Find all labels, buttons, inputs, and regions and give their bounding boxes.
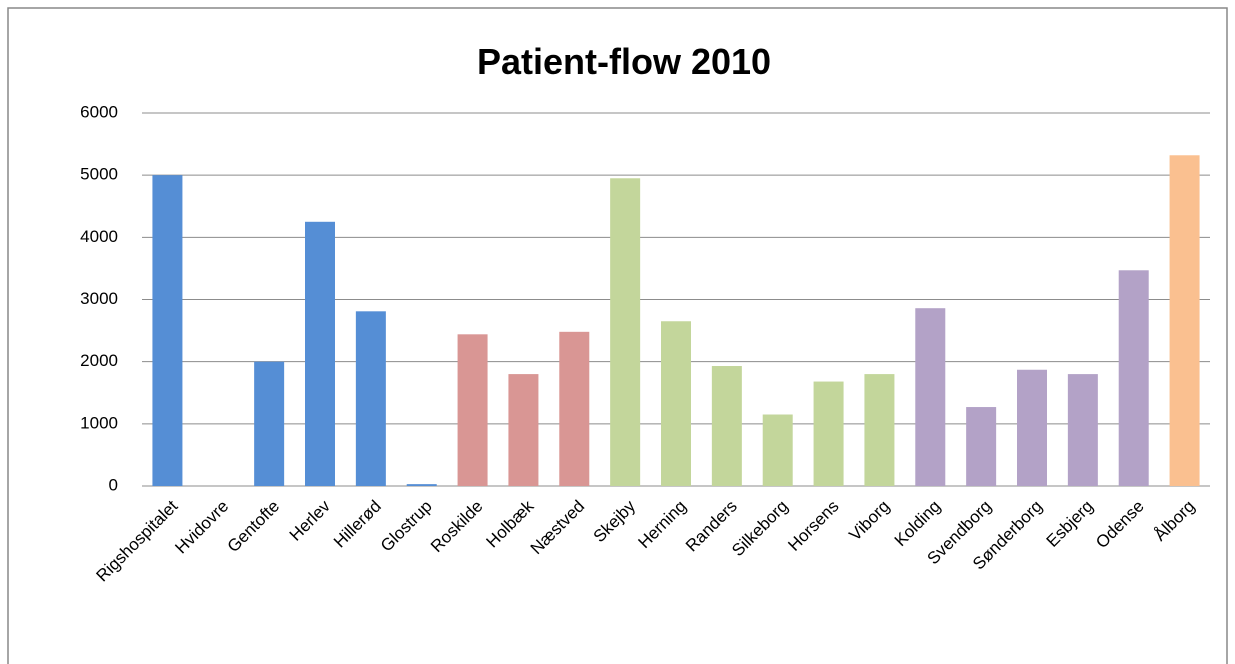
chart-title: Patient-flow 2010 xyxy=(477,41,771,82)
x-tick-label: Hvidovre xyxy=(171,497,232,558)
x-tick-label: Glostrup xyxy=(377,497,436,556)
chart-border xyxy=(7,7,1228,664)
y-tick-label: 4000 xyxy=(80,227,118,246)
bar xyxy=(915,308,946,486)
bar xyxy=(254,361,285,486)
x-tick-label: Viborg xyxy=(845,497,893,545)
bar xyxy=(559,331,590,486)
bar xyxy=(864,374,895,486)
bar xyxy=(152,175,183,486)
bar xyxy=(355,311,386,486)
x-tick-label: Roskilde xyxy=(427,497,487,557)
bar xyxy=(457,334,488,486)
bar xyxy=(1118,270,1149,486)
y-tick-label: 1000 xyxy=(80,413,118,432)
y-tick-label: 0 xyxy=(109,475,118,494)
bar xyxy=(966,407,997,486)
x-tick-label: Herning xyxy=(634,497,690,553)
bar xyxy=(711,366,742,486)
bar xyxy=(813,381,844,486)
x-tick-label: Rigshospitalet xyxy=(92,496,181,585)
bar xyxy=(1067,374,1098,486)
bar xyxy=(610,178,641,486)
x-tick-label: Horsens xyxy=(784,497,842,555)
bar xyxy=(1017,369,1047,486)
bar xyxy=(508,374,539,486)
x-tick-label: Næstved xyxy=(527,497,589,559)
y-tick-label: 5000 xyxy=(80,165,118,184)
bar xyxy=(661,321,691,486)
x-tick-label: Skejby xyxy=(590,496,640,546)
y-tick-label: 6000 xyxy=(80,102,118,121)
y-tick-label: 3000 xyxy=(80,289,118,308)
bar xyxy=(406,484,437,486)
x-tick-label: Esbjerg xyxy=(1043,497,1097,551)
x-tick-label: Herlev xyxy=(286,496,335,545)
x-tick-label: Gentofte xyxy=(224,497,284,557)
bar xyxy=(1169,155,1200,487)
x-tick-label: Silkeborg xyxy=(728,497,792,561)
y-tick-label: 2000 xyxy=(80,351,118,370)
bar xyxy=(762,414,793,486)
bar xyxy=(305,221,335,486)
x-tick-label: Ålborg xyxy=(1150,497,1198,545)
x-tick-label: Odense xyxy=(1092,497,1148,553)
